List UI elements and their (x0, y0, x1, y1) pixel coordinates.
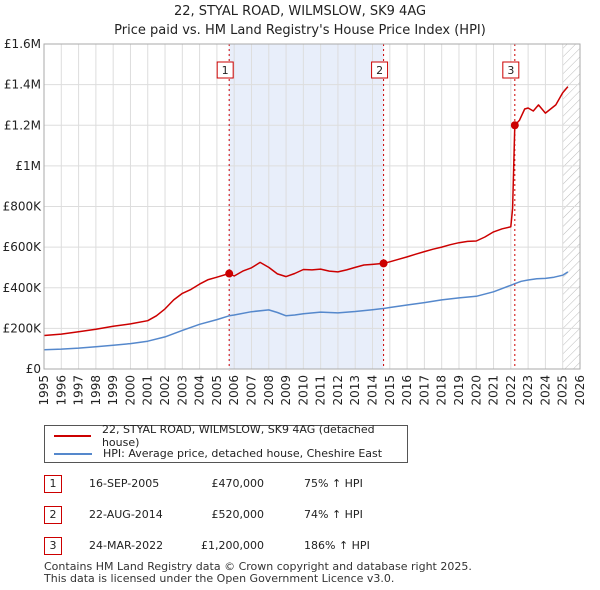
plot-frame (43, 43, 581, 370)
footer-line: This data is licensed under the Open Gov… (44, 572, 395, 585)
sale-price: £520,000 (211, 508, 265, 521)
y-tick-label: £1.2M (4, 118, 41, 132)
x-tick-label: 2023 (521, 375, 535, 406)
x-tick-label: 1996 (54, 375, 68, 406)
sale-point (379, 259, 388, 268)
sale-row: 2 22-AUG-2014 £520,000 74% ↑ HPI (44, 506, 464, 526)
x-tick-label: 2003 (175, 375, 189, 406)
legend-item-hpi: HPI: Average price, detached house, Ches… (45, 445, 382, 462)
legend-swatch-property (54, 434, 91, 437)
sale-hpi-change: 186% ↑ HPI (304, 539, 370, 552)
axis-layer: £0 £200K £400K £600K £800K £1M £1.2M £1.4M £1.6M… (3, 37, 587, 406)
sale-date: 22-AUG-2014 (89, 508, 163, 521)
x-tick-label: 2011 (314, 375, 328, 406)
sale-number-badge: 1 (44, 475, 62, 493)
y-tick-label: £800K (3, 200, 43, 214)
x-tick-label: 2007 (244, 375, 258, 406)
legend-item-property: 22, STYAL ROAD, WILMSLOW, SK9 4AG (detac… (45, 423, 407, 449)
sale-date: 16-SEP-2005 (89, 477, 160, 490)
y-tick-label: £200K (3, 321, 43, 335)
sale-marker-labels: 1 2 3 (216, 61, 520, 79)
x-tick-label: 2024 (538, 375, 552, 406)
sale-number-badge: 3 (44, 537, 62, 555)
y-tick-label: £1.4M (4, 78, 41, 92)
sale-marker-number: 3 (507, 64, 514, 77)
sale-marker-lines (228, 44, 516, 369)
x-tick-label: 2010 (296, 375, 310, 406)
x-tick-label: 1995 (37, 375, 51, 406)
x-tick-label: 2025 (556, 375, 570, 406)
sale-price: £1,200,000 (201, 539, 264, 552)
y-tick-label: £0 (26, 362, 41, 376)
x-tick-label: 2009 (279, 375, 293, 406)
sale-number-badge: 2 (44, 506, 62, 524)
price-chart: £0 £200K £400K £600K £800K £1M £1.2M £1.4M £1.6M… (3, 37, 587, 406)
x-tick-label: 2004 (193, 375, 207, 406)
x-tick-label: 2022 (504, 375, 518, 406)
x-tick-label: 1997 (72, 375, 86, 406)
footer-line: Contains HM Land Registry data © Crown c… (44, 560, 472, 573)
series-layer (43, 86, 569, 351)
sale-marker-box (502, 61, 520, 79)
x-tick-label: 2013 (348, 375, 362, 406)
x-tick-label: 2005 (210, 375, 224, 406)
x-tick-label: 2017 (417, 375, 431, 406)
sale-date: 24-MAR-2022 (89, 539, 164, 552)
hpi-line (43, 271, 569, 351)
sale-point (510, 121, 519, 130)
y-tick-label: £1.6M (4, 37, 41, 51)
x-tick-label: 2020 (469, 375, 483, 406)
x-tick-label: 2012 (331, 375, 345, 406)
x-tick-label: 2002 (158, 375, 172, 406)
legend: 22, STYAL ROAD, WILMSLOW, SK9 4AG (detac… (44, 423, 408, 463)
x-tick-label: 2026 (573, 375, 587, 406)
y-tick-label: £600K (3, 240, 43, 254)
y-tick-label: £1M (15, 159, 41, 173)
x-tick-label: 1998 (89, 375, 103, 406)
x-tick-label: 2021 (487, 375, 501, 406)
legend-label-hpi: HPI: Average price, detached house, Ches… (103, 447, 383, 460)
x-tick-label: 2000 (123, 375, 137, 406)
x-tick-label: 1999 (106, 375, 120, 406)
x-tick-label: 2001 (141, 375, 155, 406)
x-tick-label: 2006 (227, 375, 241, 406)
sale-marker-number: 1 (222, 64, 229, 77)
sale-marker-box (216, 61, 234, 79)
grid-layer (43, 43, 581, 370)
y-tick-label: £400K (3, 281, 43, 295)
sale-hpi-change: 74% ↑ HPI (304, 508, 363, 521)
legend-swatch-hpi (54, 452, 92, 455)
chart-title: 22, STYAL ROAD, WILMSLOW, SK9 4AG Price … (0, 2, 600, 40)
x-tick-label: 2019 (452, 375, 466, 406)
sale-row: 3 24-MAR-2022 £1,200,000 186% ↑ HPI (44, 537, 464, 557)
property-price-line (43, 86, 569, 337)
sale-point (225, 269, 234, 278)
legend-label-property: 22, STYAL ROAD, WILMSLOW, SK9 4AG (detac… (101, 422, 375, 449)
title-line: 22, STYAL ROAD, WILMSLOW, SK9 4AG (173, 4, 427, 19)
x-tick-label: 2015 (383, 375, 397, 406)
sale-row: 1 16-SEP-2005 £470,000 75% ↑ HPI (44, 475, 464, 495)
sale-hpi-change: 75% ↑ HPI (304, 477, 363, 490)
sale-marker-number: 2 (376, 64, 383, 77)
sale-price: £470,000 (211, 477, 265, 490)
x-tick-label: 2008 (262, 375, 276, 406)
subtitle-line: Price paid vs. HM Land Registry's House … (114, 23, 486, 38)
x-tick-label: 2014 (366, 375, 380, 406)
x-tick-label: 2016 (400, 375, 414, 406)
sale-marker-box (371, 61, 389, 79)
footer: Contains HM Land Registry data © Crown c… (44, 561, 472, 585)
x-tick-label: 2018 (435, 375, 449, 406)
